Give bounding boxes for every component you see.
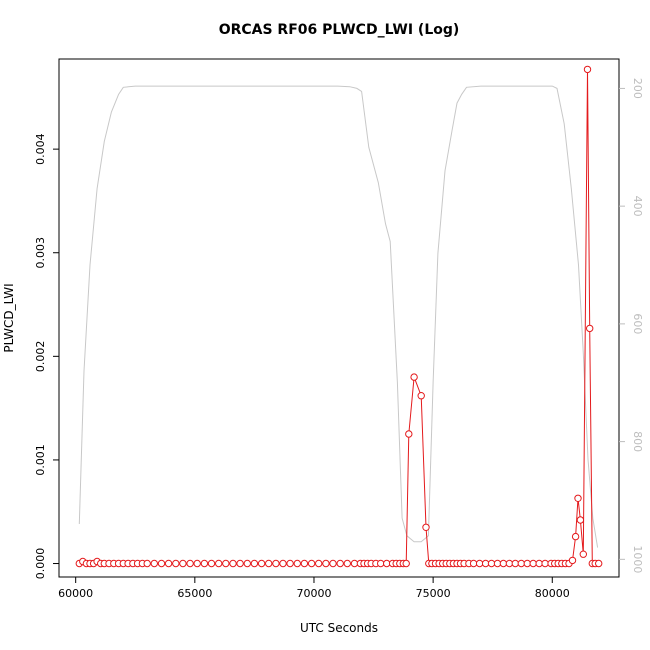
- data-point: [336, 559, 344, 568]
- data-point: [402, 559, 410, 568]
- data-point: [257, 559, 266, 568]
- data-point: [193, 559, 201, 568]
- series-layer: [75, 65, 603, 568]
- data-point: [579, 550, 587, 558]
- x-axis: 60000 65000 70000 75000 80000: [58, 577, 570, 600]
- data-point: [511, 559, 519, 568]
- data-point: [265, 559, 273, 568]
- data-point: [215, 559, 223, 568]
- y-tick-label: 0.002: [34, 341, 47, 373]
- x-tick-label: 75000: [416, 587, 451, 600]
- right-tick-label: 600: [631, 313, 644, 334]
- x-tick-label: 65000: [177, 587, 212, 600]
- data-point: [329, 559, 337, 568]
- plot-frame: [58, 58, 620, 578]
- data-point: [595, 559, 603, 568]
- data-point: [568, 556, 577, 565]
- data-point: [487, 559, 496, 568]
- data-point: [417, 392, 425, 400]
- y-tick-label: 0.004: [34, 133, 47, 165]
- data-point: [405, 430, 413, 438]
- data-point: [422, 523, 430, 531]
- right-tick-label: 400: [631, 196, 644, 217]
- data-point: [574, 494, 582, 502]
- right-tick-label: 200: [631, 78, 644, 99]
- data-point: [300, 559, 309, 568]
- data-point: [164, 559, 173, 568]
- data-point: [186, 559, 194, 568]
- data-point: [286, 559, 294, 568]
- x-tick-label: 80000: [535, 587, 570, 600]
- data-point: [517, 559, 525, 568]
- x-axis-label: UTC Seconds: [300, 621, 378, 635]
- x-tick-label: 60000: [58, 587, 93, 600]
- data-point: [307, 559, 316, 568]
- data-point: [576, 516, 585, 524]
- data-point: [586, 324, 594, 333]
- data-point: [571, 532, 580, 541]
- y-tick-label: 0.000: [34, 548, 47, 580]
- data-point: [322, 559, 330, 568]
- data-point: [293, 559, 301, 568]
- data-point: [207, 559, 216, 568]
- y-tick-label: 0.003: [34, 237, 47, 269]
- x-tick-label: 70000: [296, 587, 331, 600]
- data-point: [315, 559, 323, 568]
- background-series-line: [78, 85, 599, 548]
- data-point: [279, 559, 287, 568]
- right-tick-label: 1000: [631, 545, 644, 573]
- data-point: [250, 559, 259, 568]
- data-point: [229, 559, 237, 568]
- data-point: [475, 559, 484, 568]
- right-axis: 200 400 600 800 1000: [619, 78, 644, 573]
- data-point: [157, 559, 166, 568]
- data-point: [377, 559, 385, 568]
- data-point: [172, 559, 180, 568]
- data-point: [236, 559, 244, 568]
- data-point: [469, 559, 478, 568]
- series-line: [79, 69, 599, 564]
- data-point: [143, 559, 151, 568]
- data-point: [499, 559, 508, 568]
- data-point: [179, 559, 187, 568]
- data-point: [222, 559, 230, 568]
- y-tick-label: 0.001: [34, 444, 47, 476]
- data-point: [200, 559, 209, 568]
- data-point: [529, 559, 537, 568]
- data-point: [343, 559, 351, 568]
- chart-title: ORCAS RF06 PLWCD_LWI (Log): [219, 22, 460, 38]
- right-tick-label: 800: [631, 431, 644, 452]
- data-point: [150, 559, 159, 568]
- data-point: [243, 559, 252, 568]
- data-point: [272, 559, 280, 568]
- data-point: [583, 65, 592, 74]
- y-axis: 0.000 0.001 0.002 0.003 0.004: [34, 133, 59, 579]
- data-point: [410, 373, 418, 381]
- data-point: [541, 559, 549, 568]
- y-axis-label: PLWCD_LWI: [2, 283, 16, 352]
